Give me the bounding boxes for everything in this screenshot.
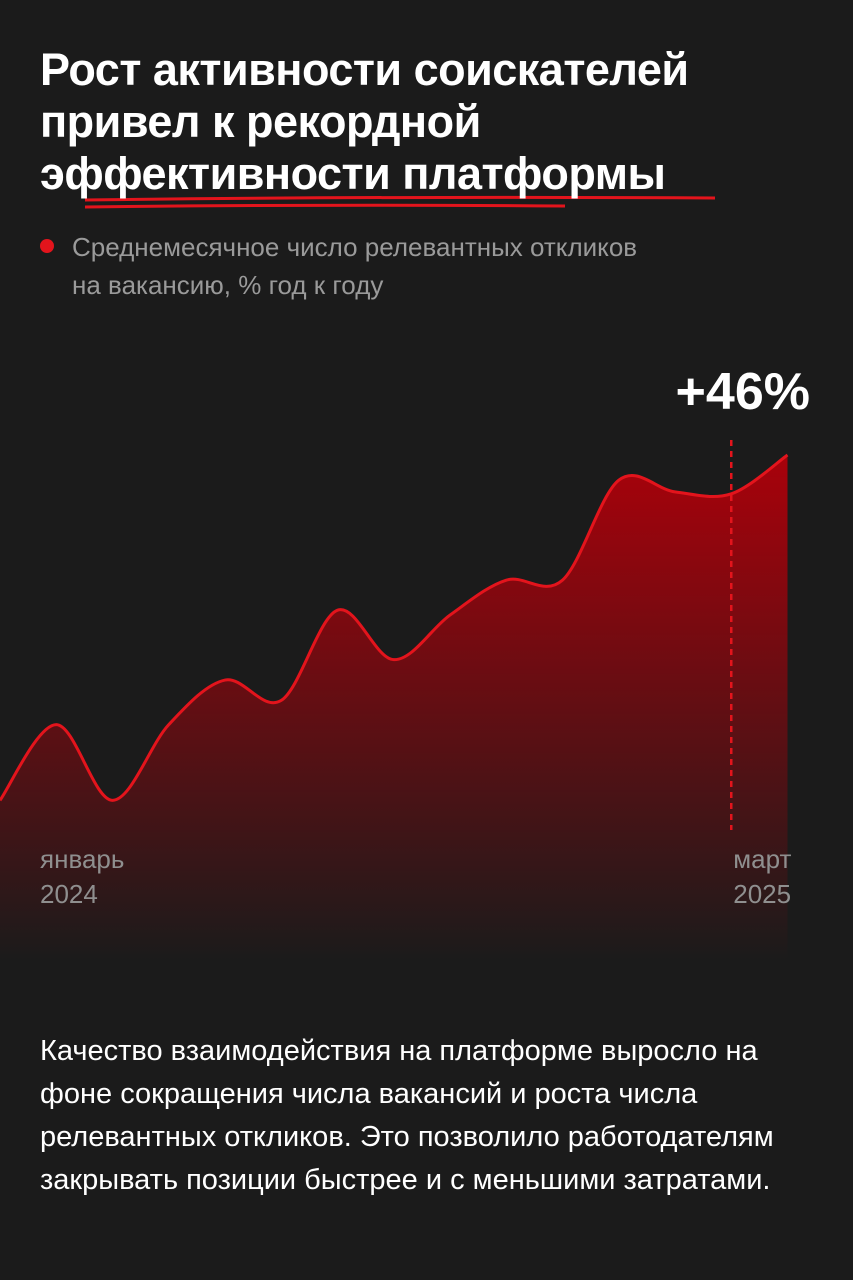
underline — [84, 203, 566, 209]
line — [0, 453, 789, 802]
area — [0, 455, 788, 960]
body-text: Качество взаимодействия на платформе выр… — [40, 1035, 774, 1196]
subtitle: Среднемесячное число релевантных отклико… — [72, 232, 638, 300]
underline — [84, 195, 716, 202]
title: Рост активности соискателей привел к рек… — [40, 44, 689, 199]
chart — [0, 195, 789, 960]
annotation: +46% — [675, 363, 810, 421]
legend-dot — [40, 239, 54, 253]
x-tick-label: март 2025 — [733, 844, 792, 909]
x-tick-label: январь 2024 — [40, 844, 125, 909]
